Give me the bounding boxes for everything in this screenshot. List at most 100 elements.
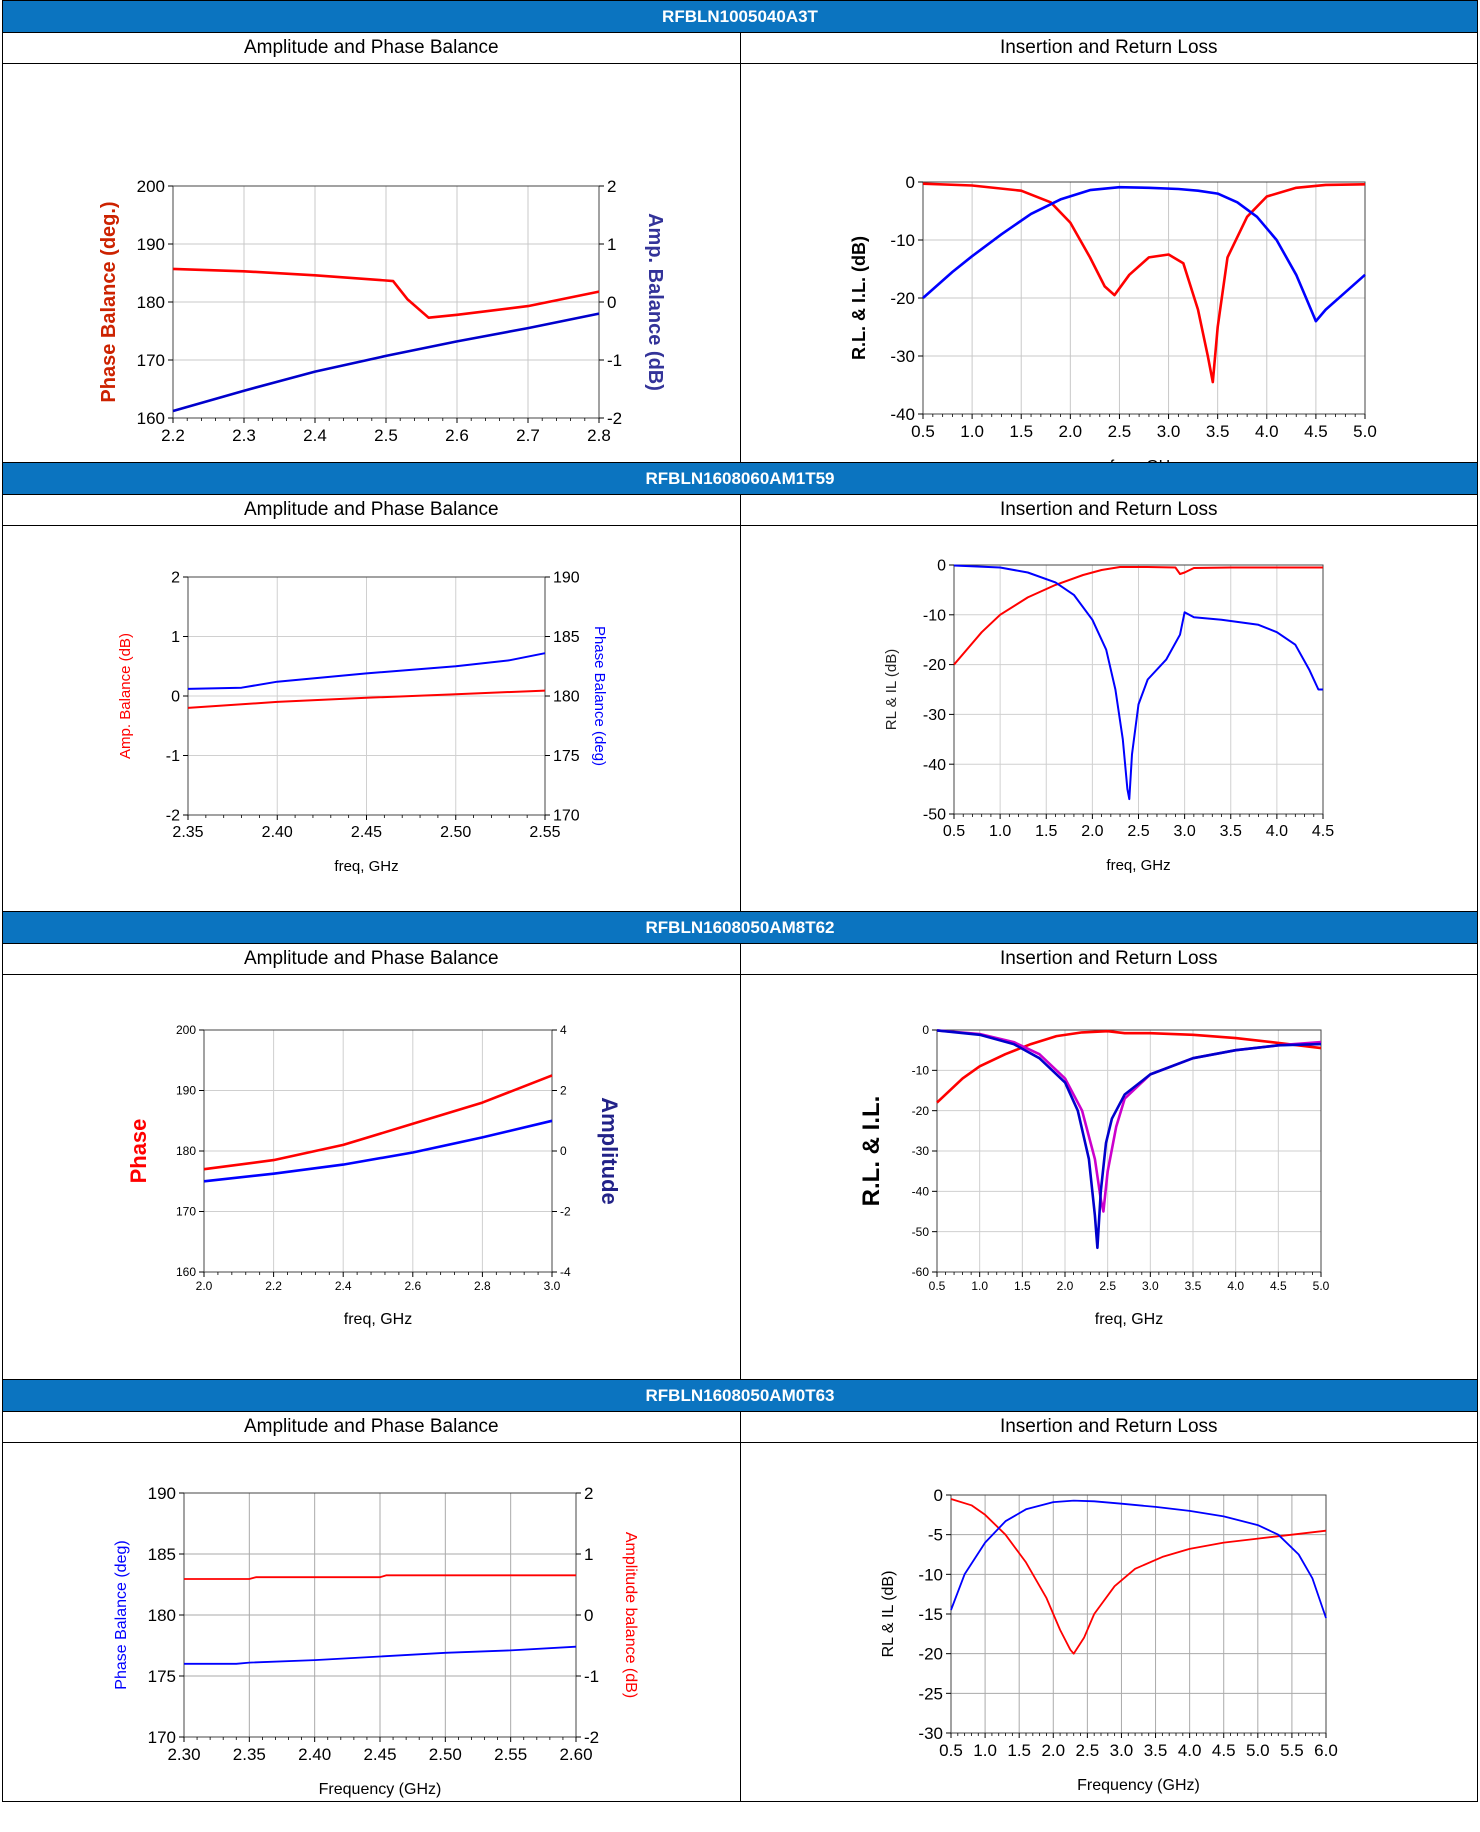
y-right-tick-label: 2 [584,1484,593,1503]
y-left-tick-label: 185 [148,1545,176,1564]
x-tick-label: 3.0 [1141,1279,1158,1293]
y-left-axis-label: R.L. & I.L. [858,1096,885,1207]
x-tick-label: 2.4 [303,426,327,445]
y-left-axis-label: R.L. & I.L. (dB) [849,236,869,360]
x-tick-label: 2.3 [232,426,256,445]
y-left-tick-label: -2 [166,808,180,825]
x-tick-label: 2.60 [559,1745,592,1764]
y-left-tick-label: -1 [166,748,180,765]
x-tick-label: 2.8 [474,1279,491,1293]
x-tick-label: 5.5 [1280,1741,1304,1760]
y-right-tick-label: 175 [553,748,580,765]
y-left-tick-label: 180 [137,293,165,312]
x-tick-label: 2.30 [167,1745,200,1764]
y-left-tick-label: 0 [905,173,914,192]
series-line-2 [953,564,1323,801]
y-right-tick-label: -4 [560,1265,571,1279]
amplitude-phase-balance-chart: 2.30 2.35 2.40 2.45 2.50 2.55 2.60 170 175 180 185… [113,1484,639,1798]
x-tick-label: 1.0 [971,1279,988,1293]
insertion-return-loss-title: Insertion and Return Loss [739,943,1478,975]
x-tick-label: 2.40 [262,824,293,841]
y-left-axis-label: RL & IL (dB) [880,1571,897,1658]
y-left-tick-label: -50 [922,807,945,824]
y-left-tick-label: 160 [176,1265,196,1279]
y-right-tick-label: 180 [553,689,580,706]
y-left-tick-label: 180 [148,1606,176,1625]
x-axis-label: freq, GHz [1106,857,1170,874]
x-tick-label: 4.0 [1265,823,1287,840]
x-tick-label: 4.5 [1311,823,1333,840]
insertion-return-loss-chart: 0.5 1.0 1.5 2.0 2.5 3.0 3.5 4.0 4.5 -50 -40 -30 -20 -… [883,558,1334,874]
x-tick-label: 1.5 [1035,823,1057,840]
x-tick-label: 2.2 [265,1279,282,1293]
series-line-2 [184,1574,576,1580]
part-number-header: RFBLN1608050AM0T63 [2,1379,1478,1412]
series-line-1 [922,182,1365,384]
y-left-tick-label: -30 [911,1144,929,1158]
x-tick-label: 2.50 [440,824,471,841]
balance-chart-cell: 2.2 2.3 2.4 2.5 2.6 2.7 2.8 160 170 180 190 200 -2 -1… [2,63,741,463]
x-tick-label: 4.5 [1211,1741,1235,1760]
x-tick-label: 2.5 [1099,1279,1116,1293]
x-tick-label: 2.0 [1058,422,1082,441]
x-tick-label: 2.35 [233,1745,266,1764]
amplitude-phase-balance-title: Amplitude and Phase Balance [2,32,741,64]
y-left-axis-label: Phase Balance (deg.) [98,201,120,402]
y-left-tick-label: 200 [137,177,165,196]
x-axis-label: Frequency (GHz) [319,1781,442,1798]
x-tick-label: 3.0 [1156,422,1180,441]
x-tick-label: 2.5 [1075,1741,1099,1760]
y-right-tick-label: 0 [584,1606,593,1625]
x-tick-label: 2.5 [374,426,398,445]
x-tick-label: 5.0 [1353,422,1377,441]
x-tick-label: 2.6 [445,426,469,445]
y-right-tick-label: 2 [607,177,616,196]
x-tick-label: 4.0 [1227,1279,1244,1293]
y-left-tick-label: -60 [911,1265,929,1279]
y-left-tick-label: 180 [176,1144,196,1158]
y-left-tick-label: -20 [890,289,915,308]
x-tick-label: 6.0 [1314,1741,1338,1760]
plot-grid [936,1029,1321,1273]
y-right-axis-label: Amp. Balance (dB) [644,213,666,391]
y-right-tick-label: 0 [607,293,616,312]
x-tick-label: 2.55 [529,824,560,841]
x-tick-label: 2.55 [494,1745,527,1764]
insertion-return-loss-title: Insertion and Return Loss [739,494,1478,526]
amplitude-phase-balance-title: Amplitude and Phase Balance [2,943,741,975]
y-left-tick-label: 0 [937,558,946,575]
x-tick-label: 2.0 [1081,823,1103,840]
x-tick-label: 2.0 [1041,1741,1065,1760]
y-left-tick-label: 190 [148,1484,176,1503]
y-right-tick-label: -2 [584,1728,599,1747]
y-left-tick-label: 0 [933,1486,942,1505]
y-right-tick-label: 2 [560,1084,567,1098]
plot-grid [922,181,1365,415]
series-line-2 [203,1119,553,1183]
balance-chart-cell: 2.0 2.2 2.4 2.6 2.8 3.0 160 170 180 190 200 -4 -2 0 2 4… [2,974,741,1380]
plot-grid [172,185,600,419]
y-left-tick-label: 190 [137,235,165,254]
y-left-tick-label: -5 [927,1526,942,1545]
x-tick-label: 5.0 [1312,1279,1329,1293]
x-tick-label: 1.0 [960,422,984,441]
y-right-tick-label: -1 [607,351,622,370]
series-line-1 [187,689,546,709]
balance-chart-cell: 2.35 2.40 2.45 2.50 2.55 -2 -1 0 1 2 170 175 180 185 1… [2,525,741,912]
series-line-2 [172,312,600,413]
series-line-2 [921,185,1366,323]
x-axis-label: Frequency (GHz) [1077,1777,1200,1794]
insertion-loss-chart-cell: 0.5 1.0 1.5 2.0 2.5 3.0 3.5 4.0 4.5 5.0 5.5 6.0 -30 -… [739,1442,1478,1802]
y-left-tick-label: -40 [911,1185,929,1199]
y-right-tick-label: 185 [553,629,580,646]
y-left-tick-label: 190 [176,1084,196,1098]
y-left-tick-label: -40 [890,405,915,424]
x-tick-label: 2.35 [172,824,203,841]
y-right-axis-label: Amplitude [597,1097,622,1205]
x-tick-label: 4.0 [1177,1741,1201,1760]
x-tick-label: 1.0 [973,1741,997,1760]
y-left-tick-label: 170 [176,1205,196,1219]
y-right-tick-label: 0 [560,1144,567,1158]
y-left-axis-label: Phase [126,1119,151,1184]
x-tick-label: 0.5 [942,823,964,840]
